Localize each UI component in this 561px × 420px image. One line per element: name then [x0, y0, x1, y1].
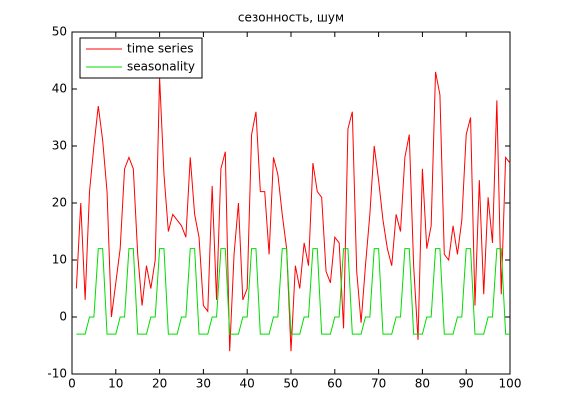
x-tick-label: 30 [196, 377, 211, 391]
legend-box [79, 37, 203, 79]
x-tick-label: 80 [415, 377, 430, 391]
series-line [75, 71, 511, 352]
y-tick-label: 50 [52, 25, 67, 39]
legend-label: time series [127, 42, 193, 56]
y-tick-label: -10 [47, 367, 67, 381]
x-tick-label: 60 [327, 377, 342, 391]
x-tick-label: 100 [499, 377, 522, 391]
y-tick-label: 20 [52, 196, 67, 210]
legend-label: seasonality [127, 60, 195, 74]
y-tick-label: 40 [52, 82, 67, 96]
series-line [76, 248, 510, 335]
x-tick-label: 90 [459, 377, 474, 391]
x-tick-label: 20 [152, 377, 167, 391]
x-tick-label: 70 [371, 377, 386, 391]
x-tick-label: 50 [283, 377, 298, 391]
y-tick-label: 10 [52, 253, 67, 267]
plot-area [71, 31, 511, 375]
y-tick-label: 30 [52, 139, 67, 153]
x-tick-label: 10 [108, 377, 123, 391]
y-tick-label: 0 [59, 310, 67, 324]
chart-title: сезонность, шум [238, 11, 344, 25]
x-tick-label: 40 [240, 377, 255, 391]
x-tick-label: 0 [68, 377, 76, 391]
